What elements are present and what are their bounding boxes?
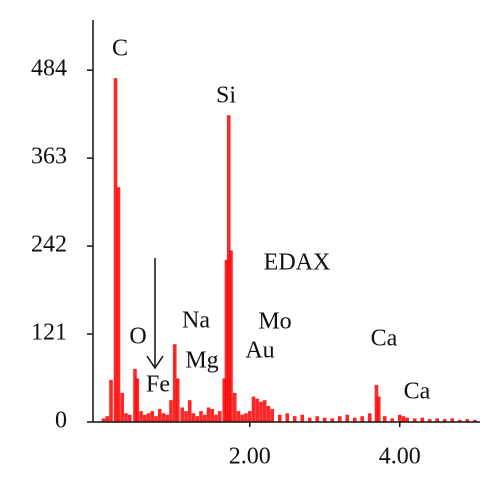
bar (330, 418, 335, 422)
annotation: Mg (185, 348, 218, 374)
bar (135, 378, 140, 422)
bar (345, 414, 350, 422)
bar (412, 418, 417, 422)
bar (382, 416, 387, 422)
bar (124, 413, 128, 422)
bar (222, 378, 227, 422)
y-tick-label: 0 (55, 408, 67, 434)
bar (255, 398, 260, 422)
annotation: Mo (258, 309, 291, 335)
bar (236, 411, 241, 422)
bar (180, 407, 185, 422)
bar (146, 413, 151, 422)
bar (376, 396, 381, 422)
bar (277, 414, 282, 422)
bar (133, 368, 137, 422)
bar (169, 400, 173, 422)
bar (101, 418, 106, 422)
bar (165, 414, 170, 422)
bar (184, 411, 188, 422)
bar (397, 414, 402, 422)
annotation: EDAX (264, 250, 331, 276)
bar (175, 378, 180, 422)
bar (224, 259, 229, 422)
bar (150, 411, 155, 422)
bar (457, 419, 462, 422)
bar (262, 400, 267, 422)
bar (270, 408, 275, 422)
bar (210, 408, 215, 422)
bar (367, 413, 372, 422)
bar (202, 414, 207, 422)
bar (251, 396, 256, 422)
bar (199, 411, 203, 422)
bar (214, 414, 218, 422)
bar (259, 401, 263, 422)
annotation: C (112, 36, 128, 62)
bar (427, 419, 432, 422)
bar (360, 416, 365, 422)
bar (116, 187, 121, 422)
bar (322, 417, 327, 422)
bar (172, 344, 177, 422)
bar (187, 400, 192, 422)
bar (206, 407, 211, 422)
x-tick-label: 2.00 (229, 444, 271, 470)
annotation: Ca (371, 326, 398, 352)
bar (442, 419, 447, 422)
bar (300, 414, 305, 422)
bar (120, 392, 125, 422)
bar (161, 413, 166, 422)
bar (390, 418, 395, 422)
bar (472, 419, 477, 422)
bar (266, 406, 271, 422)
bar (226, 115, 231, 422)
bar (229, 250, 233, 422)
bar (285, 413, 290, 422)
bar (139, 411, 143, 422)
bar (232, 392, 237, 422)
bar (240, 414, 245, 422)
bar (247, 411, 252, 422)
bar (315, 416, 320, 422)
bar (465, 419, 470, 422)
bar (352, 417, 357, 422)
annotation: Ca (404, 379, 431, 405)
bar (435, 418, 440, 422)
bar (127, 414, 132, 422)
bar (307, 417, 312, 422)
bar (195, 416, 200, 422)
bar (105, 416, 110, 422)
y-tick-label: 242 (31, 232, 67, 258)
bar (405, 417, 410, 422)
bar (337, 416, 342, 422)
annotation: O (129, 324, 146, 350)
annotation: Au (245, 338, 274, 364)
bar (217, 411, 222, 422)
bar (244, 413, 248, 422)
bar (157, 408, 162, 422)
annotation: Fe (146, 372, 170, 398)
x-tick-label: 4.00 (379, 444, 421, 470)
bar (374, 384, 379, 422)
bar (109, 379, 113, 422)
bar (450, 418, 455, 422)
bar (292, 416, 297, 422)
annotation: Si (216, 83, 236, 109)
y-tick-label: 121 (31, 320, 67, 346)
bar (191, 413, 196, 422)
bar (113, 78, 118, 422)
annotation: Na (182, 308, 210, 334)
bar (142, 414, 147, 422)
bar (401, 416, 406, 422)
y-tick-label: 363 (31, 144, 67, 170)
bar (420, 417, 425, 422)
bar (154, 416, 158, 422)
y-tick-label: 484 (31, 56, 67, 82)
arrow-head (146, 355, 164, 370)
